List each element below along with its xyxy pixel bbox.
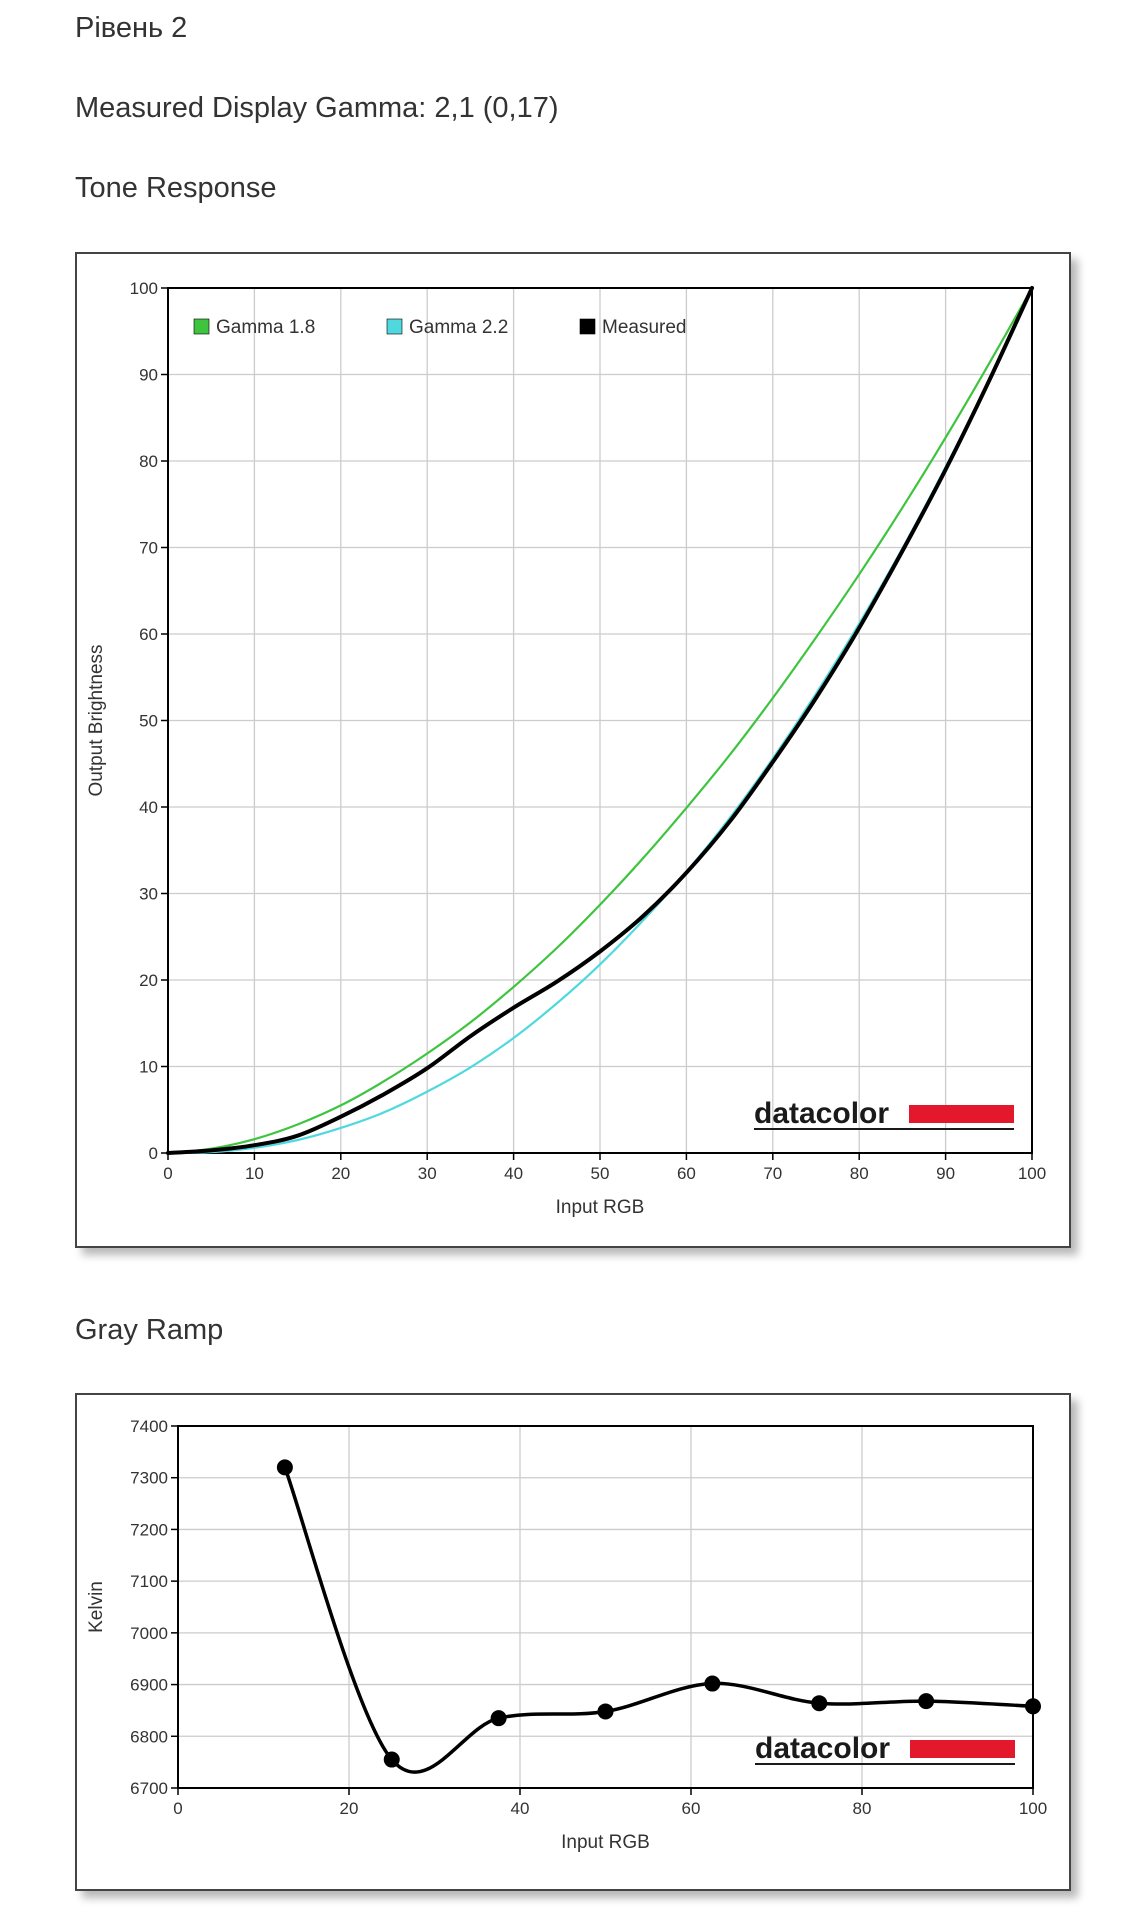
- y-tick-label: 30: [139, 885, 158, 904]
- x-tick-label: 0: [173, 1799, 182, 1818]
- data-point: [704, 1675, 721, 1692]
- gray-ramp-chart: 0 20 40 60 80 100 6700 6800 6900 7000 7100 7200 7300…: [75, 1393, 1071, 1891]
- x-tick-label: 40: [504, 1164, 523, 1183]
- x-tick-label: 20: [331, 1164, 350, 1183]
- measured-gamma-text: Measured Display Gamma: 2,1 (0,17): [75, 92, 559, 124]
- y-tick-label: 6800: [130, 1727, 168, 1746]
- y-tick-label: 50: [139, 712, 158, 731]
- page-title: Рівень 2: [75, 12, 188, 44]
- logo-red-bar: [910, 1740, 1015, 1758]
- x-axis-label: Input RGB: [561, 1832, 650, 1853]
- series-line-gamma-1-8: [166, 286, 1034, 1155]
- y-tick-label: 80: [139, 452, 158, 471]
- plot-frame: [177, 1425, 1034, 1789]
- datacolor-logo: datacolor: [754, 1097, 1014, 1130]
- logo-red-bar: [909, 1105, 1014, 1123]
- y-tick-label: 10: [139, 1058, 158, 1077]
- y-tick-label: 100: [130, 279, 158, 298]
- y-tick-label: 90: [139, 366, 158, 385]
- y-tick-label: 40: [139, 798, 158, 817]
- data-point: [276, 1459, 293, 1476]
- x-tick-label: 20: [340, 1799, 359, 1818]
- y-tick-label: 7000: [130, 1624, 168, 1643]
- logo-text: datacolor: [755, 1732, 890, 1765]
- y-tick-label: 60: [139, 625, 158, 644]
- y-tick-label: 7400: [130, 1417, 168, 1436]
- y-tick-label: 6700: [130, 1779, 168, 1798]
- tone-response-heading: Tone Response: [75, 172, 277, 204]
- x-tick-label: 60: [677, 1164, 696, 1183]
- legend-swatch: [193, 318, 210, 335]
- y-tick-label: 20: [139, 971, 158, 990]
- tone-response-chart: 0 10 20 30 40 50 60 70 80 90 100 0 10 20 30 40 50 60 70 80 9…: [75, 252, 1071, 1248]
- legend-swatch: [579, 318, 596, 335]
- y-tick-label: 0: [149, 1144, 158, 1163]
- gray-ramp-heading: Gray Ramp: [75, 1314, 224, 1346]
- x-axis-label: Input RGB: [556, 1197, 645, 1218]
- data-point: [597, 1703, 614, 1720]
- legend-label: Gamma 1.8: [216, 317, 315, 338]
- y-tick-label: 6900: [130, 1676, 168, 1695]
- y-tick-label: 7200: [130, 1520, 168, 1539]
- data-point: [383, 1751, 400, 1768]
- legend: Gamma 1.8 Gamma 2.2 Measured: [193, 317, 687, 338]
- x-tick-label: 80: [850, 1164, 869, 1183]
- x-tick-label: 10: [245, 1164, 264, 1183]
- gray-ramp-svg: 0 20 40 60 80 100 6700 6800 6900 7000 7100 7200 7300…: [86, 1417, 1047, 1853]
- y-axis-label: Output Brightness: [86, 644, 107, 796]
- data-point: [918, 1693, 935, 1710]
- x-tick-label: 70: [763, 1164, 782, 1183]
- data-point: [811, 1695, 828, 1712]
- tone-response-svg: 0 10 20 30 40 50 60 70 80 90 100 0 10 20 30 40 50 60 70 80 9…: [86, 279, 1046, 1218]
- x-tick-label: 30: [418, 1164, 437, 1183]
- x-tick-label: 0: [163, 1164, 172, 1183]
- x-tick-label: 80: [853, 1799, 872, 1818]
- y-tick-label: 7300: [130, 1469, 168, 1488]
- x-tick-label: 60: [682, 1799, 701, 1818]
- x-tick-label: 100: [1019, 1799, 1047, 1818]
- y-axis-label: Kelvin: [86, 1581, 107, 1633]
- legend-swatch: [386, 318, 403, 335]
- y-tick-label: 70: [139, 539, 158, 558]
- logo-text: datacolor: [754, 1097, 889, 1130]
- legend-label: Measured: [602, 317, 687, 338]
- data-point: [490, 1710, 507, 1727]
- x-tick-label: 50: [591, 1164, 610, 1183]
- datacolor-logo: datacolor: [755, 1732, 1015, 1765]
- x-tick-label: 40: [511, 1799, 530, 1818]
- legend-label: Gamma 2.2: [409, 317, 508, 338]
- data-point: [1025, 1698, 1041, 1715]
- y-tick-label: 7100: [130, 1572, 168, 1591]
- x-tick-label: 100: [1018, 1164, 1046, 1183]
- x-tick-label: 90: [936, 1164, 955, 1183]
- series-line-measured: [166, 286, 1034, 1155]
- series-line-0: [283, 1465, 1035, 1774]
